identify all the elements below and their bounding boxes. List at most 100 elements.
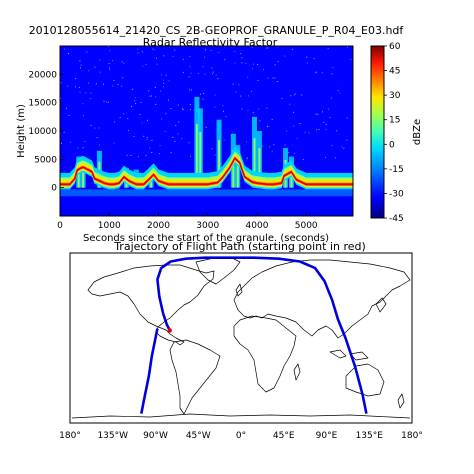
noise-speck: [68, 115, 70, 116]
noise-speck: [284, 55, 286, 57]
noise-speck: [146, 139, 148, 140]
noise-speck: [162, 79, 164, 81]
noise-speck: [112, 85, 114, 87]
noise-speck: [272, 77, 274, 79]
noise-speck: [82, 147, 84, 149]
noise-speck: [109, 50, 111, 52]
x-tick-label: 1000: [98, 221, 121, 231]
noise-speck: [274, 77, 276, 79]
noise-speck: [119, 117, 121, 119]
noise-speck: [271, 118, 273, 120]
noise-speck: [337, 90, 339, 91]
noise-speck: [234, 51, 236, 52]
noise-speck: [181, 138, 183, 140]
noise-speck: [299, 123, 301, 124]
noise-speck: [316, 129, 318, 131]
noise-speck: [325, 157, 326, 158]
noise-speck: [168, 80, 170, 82]
noise-speck: [276, 81, 278, 82]
noise-speck: [289, 103, 291, 105]
reflectivity-ylabel: Height (m): [16, 104, 27, 158]
noise-speck: [189, 89, 191, 91]
noise-speck: [325, 124, 327, 125]
noise-speck: [327, 48, 329, 50]
map-x-tick-label: 135°W: [97, 431, 128, 441]
noise-speck: [281, 97, 283, 99]
noise-speck: [108, 63, 110, 64]
noise-speck: [99, 71, 101, 73]
noise-speck: [248, 95, 249, 97]
noise-speck: [346, 46, 348, 48]
noise-speck: [60, 82, 62, 84]
cloud-core: [232, 149, 235, 188]
noise-speck: [113, 79, 115, 81]
noise-speck: [251, 68, 253, 70]
noise-speck: [252, 112, 254, 114]
noise-speck: [188, 76, 190, 78]
noise-speck: [189, 55, 191, 57]
map-ticks: 180° 135°W 90°W 45°W 0° 45°E 90°E 135°E 180°: [59, 431, 423, 441]
noise-speck: [178, 121, 180, 123]
noise-speck: [75, 78, 77, 80]
cloud-core: [253, 138, 256, 188]
noise-speck: [232, 83, 234, 85]
colorbar-tick-label: -45: [389, 214, 404, 224]
noise-speck: [277, 61, 279, 63]
echo-outer: [60, 151, 353, 188]
cloud-core: [218, 140, 221, 188]
noise-speck: [308, 132, 310, 134]
noise-speck: [284, 144, 286, 146]
ground-clutter: [60, 189, 353, 197]
cloud-core: [236, 157, 239, 188]
noise-speck: [109, 67, 110, 69]
noise-speck: [95, 83, 97, 85]
cloud-core: [77, 165, 80, 188]
colorbar-tick-label: -30: [389, 189, 404, 199]
map-x-tick-label: 45°E: [273, 431, 295, 441]
noise-speck: [214, 154, 216, 156]
trajectory-panel: 180° 135°W 90°W 45°W 0° 45°E 90°E 135°E 180°: [59, 252, 423, 441]
noise-speck: [350, 59, 352, 61]
noise-speck: [235, 91, 237, 93]
noise-speck: [140, 102, 142, 104]
surface-echo-line: [60, 156, 353, 186]
noise-speck: [238, 84, 240, 86]
noise-speck: [318, 129, 320, 130]
noise-speck: [137, 52, 139, 54]
noise-speck: [330, 97, 332, 99]
noise-speck: [160, 74, 162, 76]
noise-speck: [246, 158, 248, 160]
noise-speck: [200, 93, 201, 95]
noise-speck: [218, 52, 220, 53]
noise-speck: [146, 136, 148, 138]
noise-speck: [113, 142, 115, 144]
noise-speck: [247, 76, 249, 78]
noise-speck: [177, 133, 179, 135]
noise-speck: [251, 46, 253, 48]
noise-speck: [223, 139, 225, 141]
noise-speck: [141, 122, 143, 124]
noise-speck: [123, 62, 125, 64]
noise-speck: [85, 92, 87, 94]
noise-speck: [74, 86, 76, 88]
noise-speck: [222, 105, 224, 107]
noise-speck: [131, 106, 132, 107]
noise-speck: [214, 94, 216, 96]
noise-speck: [60, 142, 62, 144]
noise-speck: [79, 60, 81, 62]
noise-speck: [126, 154, 128, 156]
noise-speck: [225, 116, 227, 118]
noise-speck: [103, 100, 105, 102]
noise-speck: [190, 72, 192, 74]
noise-speck: [145, 63, 147, 65]
noise-speck: [84, 141, 86, 142]
noise-speck: [251, 91, 252, 92]
noise-speck: [147, 119, 148, 121]
noise-speck: [109, 69, 111, 70]
noise-speck: [148, 90, 150, 92]
x-tick-label: 4000: [246, 221, 269, 231]
noise-speck: [159, 153, 160, 154]
noise-speck: [155, 96, 157, 98]
noise-speck: [266, 107, 268, 109]
cloud-core: [199, 132, 202, 188]
